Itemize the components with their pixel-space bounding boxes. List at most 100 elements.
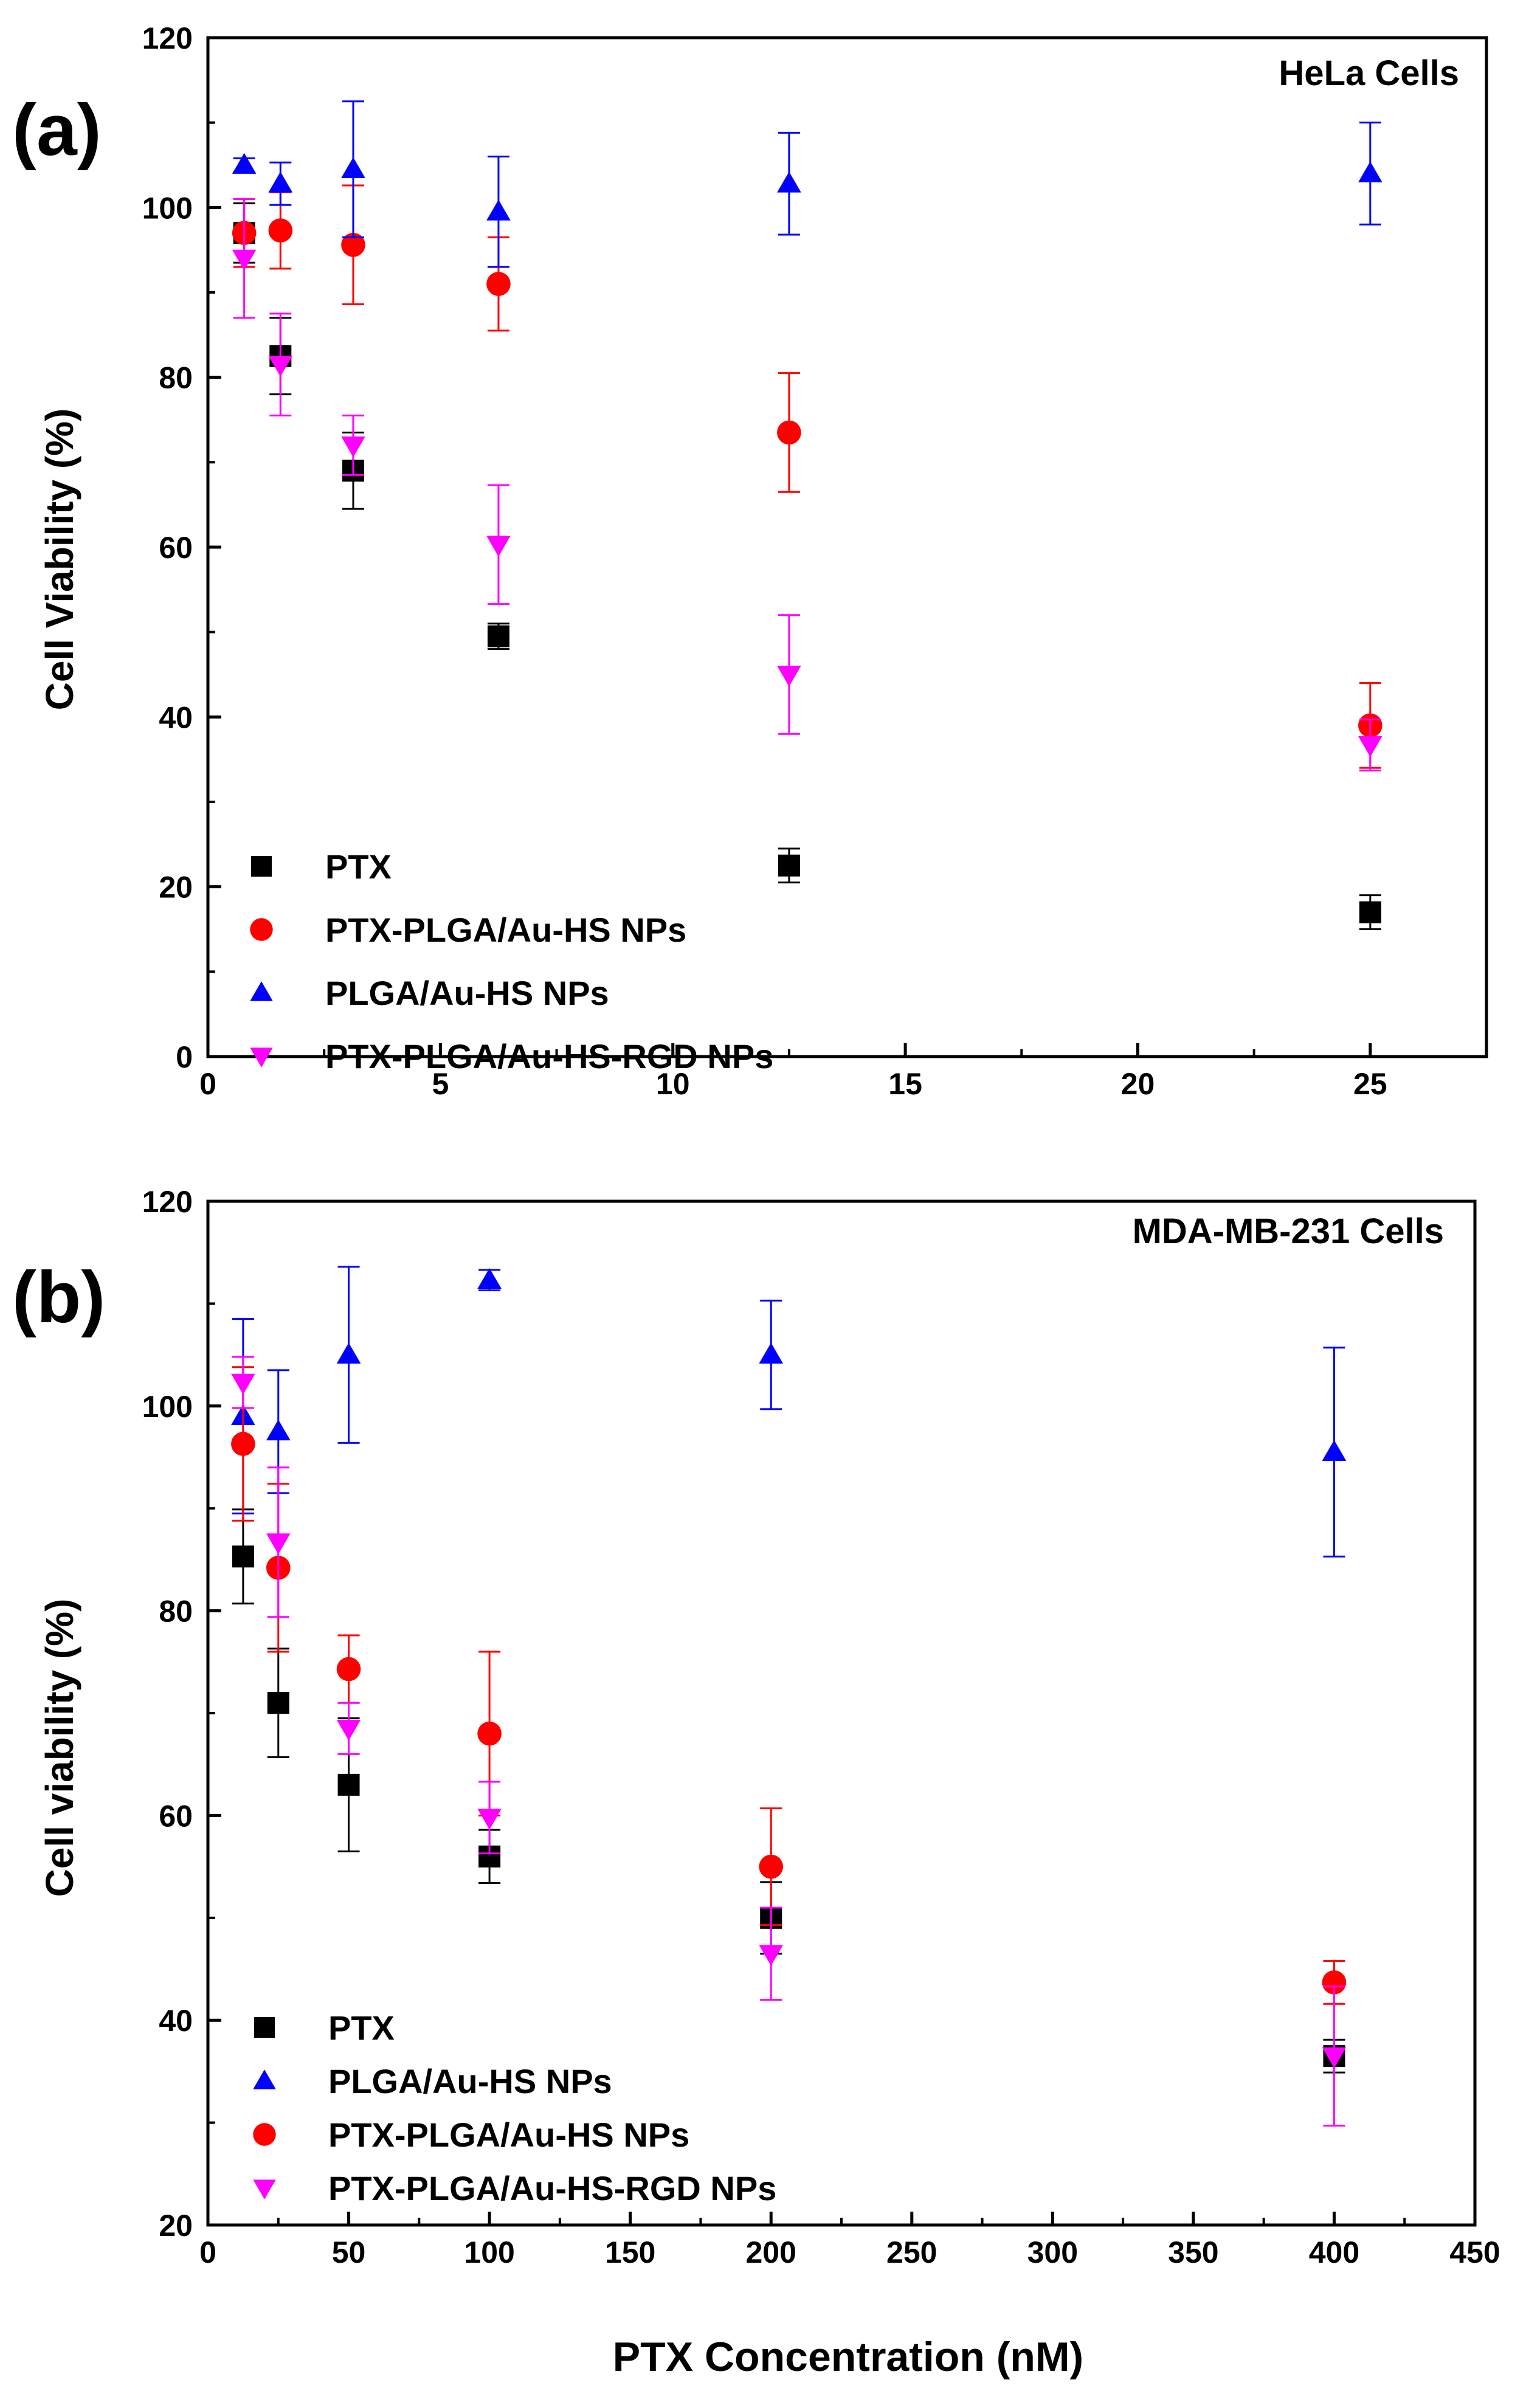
panel-b-label: (b): [12, 1257, 105, 1338]
panel-a-point-ptx-plga-au-hs-nps: [268, 218, 293, 243]
panel-a-series-ptx-plga-au-hs-nps: [232, 184, 1383, 769]
panel-a-legend-marker-ptx-plga-au-hs-rgd-nps: [250, 1047, 273, 1068]
panel-a-point-ptx-plga-au-hs-nps: [777, 420, 801, 445]
panel-a-y-tick-label: 100: [142, 191, 193, 225]
panel-b-series-plga-au-hs-nps: [231, 1266, 1347, 1558]
panel-b-point-ptx-plga-au-hs-rgd-nps: [266, 1533, 291, 1554]
panel-b-point-plga-au-hs-nps: [759, 1342, 784, 1364]
panel-a-x-tick-label: 0: [199, 1067, 216, 1101]
panel-a-x-tick-label: 10: [656, 1067, 690, 1101]
panel-a-legend-label: PLGA/Au-HS NPs: [325, 974, 609, 1012]
panel-b-point-ptx-plga-au-hs-rgd-nps: [1322, 2047, 1347, 2068]
panel-a-point-ptx: [1359, 901, 1381, 923]
panel-b-legend-marker-ptx-plga-au-hs-rgd-nps: [253, 2179, 276, 2199]
panel-b-point-ptx-plga-au-hs-nps: [477, 1721, 502, 1746]
panel-b-y-tick-label: 40: [159, 2004, 193, 2038]
panel-a-point-ptx-plga-au-hs-nps: [341, 232, 365, 257]
panel-a-legend-marker-plga-au-hs-nps: [250, 981, 273, 1001]
panel-b-series-ptx: [232, 1508, 1345, 2074]
panel-b-legend-marker-ptx-plga-au-hs-nps: [253, 2123, 276, 2146]
panel-b-y-tick-label: 120: [142, 1185, 193, 1219]
panel-b-x-tick-label: 100: [464, 2235, 514, 2269]
panel-b-series-ptx-plga-au-hs-rgd-nps: [231, 1356, 1347, 2127]
panel-a-x-tick-label: 5: [432, 1067, 449, 1101]
panel-a-label: (a): [12, 89, 102, 171]
panel-b-point-ptx-plga-au-hs-rgd-nps: [759, 1945, 784, 1966]
panel-b-x-tick-label: 0: [199, 2235, 216, 2269]
panel-a-legend-marker-ptx-plga-au-hs-nps: [250, 918, 273, 941]
panel-a-y-tick-label: 60: [159, 531, 193, 565]
panel-b-point-ptx: [232, 1545, 254, 1568]
panel-b-legend-marker-ptx: [254, 2017, 275, 2038]
panel-b-point-ptx-plga-au-hs-rgd-nps: [477, 1809, 502, 1830]
panel-a-point-plga-au-hs-nps: [486, 199, 511, 221]
panel-b-point-ptx-plga-au-hs-rgd-nps: [231, 1373, 255, 1395]
panel-a-point-plga-au-hs-nps: [1358, 161, 1383, 182]
panel-b-point-ptx-plga-au-hs-nps: [1322, 1970, 1347, 1995]
panel-b-legend-marker-plga-au-hs-nps: [253, 2069, 276, 2089]
panel-b-y-tick-label: 80: [159, 1595, 193, 1629]
panel-a-point-ptx: [487, 625, 509, 647]
panel-a-series-ptx: [233, 202, 1381, 930]
panel-b-x-tick-label: 200: [746, 2235, 796, 2269]
panel-a-point-ptx: [778, 854, 800, 877]
panel-b-y-tick-label: 100: [142, 1390, 193, 1424]
panel-a-title: HeLa Cells: [1279, 53, 1459, 93]
panel-b-x-tick-label: 300: [1027, 2235, 1078, 2269]
x-axis-label: PTX Concentration (nM): [613, 2334, 1083, 2380]
panel-b-chart: (b) MDA-MB-231 Cells Cell viability (%) …: [12, 1185, 1500, 2269]
panel-a-series-plga-au-hs-nps: [232, 100, 1383, 268]
panel-a-y-tick-label: 0: [176, 1040, 193, 1074]
panel-a-series-ptx-plga-au-hs-rgd-nps: [232, 198, 1383, 771]
panel-b-y-tick-label: 20: [159, 2209, 193, 2243]
panel-b-point-ptx-plga-au-hs-rgd-nps: [336, 1719, 361, 1741]
panel-b-legend-label: PTX-PLGA/Au-HS-RGD NPs: [328, 2169, 776, 2207]
panel-b-point-plga-au-hs-nps: [477, 1268, 502, 1289]
panel-a-y-tick-label: 40: [159, 700, 193, 734]
panel-a-point-ptx-plga-au-hs-rgd-nps: [341, 436, 365, 458]
panel-a-y-tick-label: 20: [159, 871, 193, 905]
panel-b-legend-label: PTX: [328, 2009, 395, 2047]
panel-a-point-plga-au-hs-nps: [232, 153, 257, 174]
panel-b-legend-label: PTX-PLGA/Au-HS NPs: [328, 2116, 689, 2154]
panel-a-point-plga-au-hs-nps: [268, 171, 293, 193]
panel-a-point-ptx-plga-au-hs-rgd-nps: [777, 666, 801, 687]
panel-b-point-ptx: [337, 1773, 360, 1796]
panel-a-point-ptx-plga-au-hs-rgd-nps: [1358, 736, 1383, 757]
panel-a-point-ptx-plga-au-hs-rgd-nps: [268, 356, 293, 377]
panel-a-point-ptx-plga-au-hs-rgd-nps: [232, 249, 257, 271]
panel-a-y-tick-label: 120: [142, 21, 193, 55]
panel-a-legend-label: PTX-PLGA/Au-HS-RGD NPs: [325, 1037, 773, 1075]
panel-a-chart: (a) HeLa Cells Cell Viability (%) 0 5 10 15…: [12, 21, 1488, 1101]
panel-b-x-tick-label: 350: [1168, 2235, 1218, 2269]
panel-a-y-tick-label: 80: [159, 361, 193, 395]
panel-b-x-tick-label: 250: [886, 2235, 937, 2269]
panel-b-point-plga-au-hs-nps: [266, 1420, 291, 1441]
panel-a-x-tick-label: 25: [1353, 1067, 1387, 1101]
panel-b-y-tick-label: 60: [159, 1799, 193, 1833]
panel-b-title: MDA-MB-231 Cells: [1133, 1212, 1444, 1251]
panel-b-y-axis-label: Cell viability (%): [38, 1599, 81, 1897]
panel-b-x-tick-label: 400: [1309, 2235, 1359, 2269]
panel-a-legend-label: PTX-PLGA/Au-HS NPs: [325, 911, 686, 949]
panel-a-legend-marker-ptx: [251, 856, 272, 877]
panel-a-y-axis-label: Cell Viability (%): [38, 409, 81, 711]
panel-a-plot-frame: [206, 36, 1488, 1058]
panel-a-point-plga-au-hs-nps: [777, 171, 801, 193]
panel-a-legend-label: PTX: [325, 847, 392, 886]
panel-b-point-plga-au-hs-nps: [336, 1342, 361, 1364]
panel-b-point-ptx-plga-au-hs-nps: [231, 1432, 255, 1456]
panel-a-point-ptx-plga-au-hs-nps: [486, 272, 511, 296]
panel-b-point-ptx-plga-au-hs-nps: [759, 1854, 784, 1879]
panel-b-point-ptx: [267, 1692, 289, 1714]
panel-b-point-plga-au-hs-nps: [1322, 1440, 1347, 1461]
panel-b-point-ptx-plga-au-hs-nps: [336, 1657, 361, 1682]
panel-a-point-plga-au-hs-nps: [341, 157, 365, 178]
panel-a-x-tick-label: 15: [888, 1067, 922, 1101]
panel-b-x-tick-label: 450: [1449, 2235, 1500, 2269]
panel-a-point-ptx-plga-au-hs-rgd-nps: [486, 536, 511, 557]
panel-b-series-ptx-plga-au-hs-nps: [231, 1366, 1347, 2005]
panel-b-x-tick-label: 150: [605, 2235, 655, 2269]
panel-b-x-tick-label: 50: [332, 2235, 366, 2269]
